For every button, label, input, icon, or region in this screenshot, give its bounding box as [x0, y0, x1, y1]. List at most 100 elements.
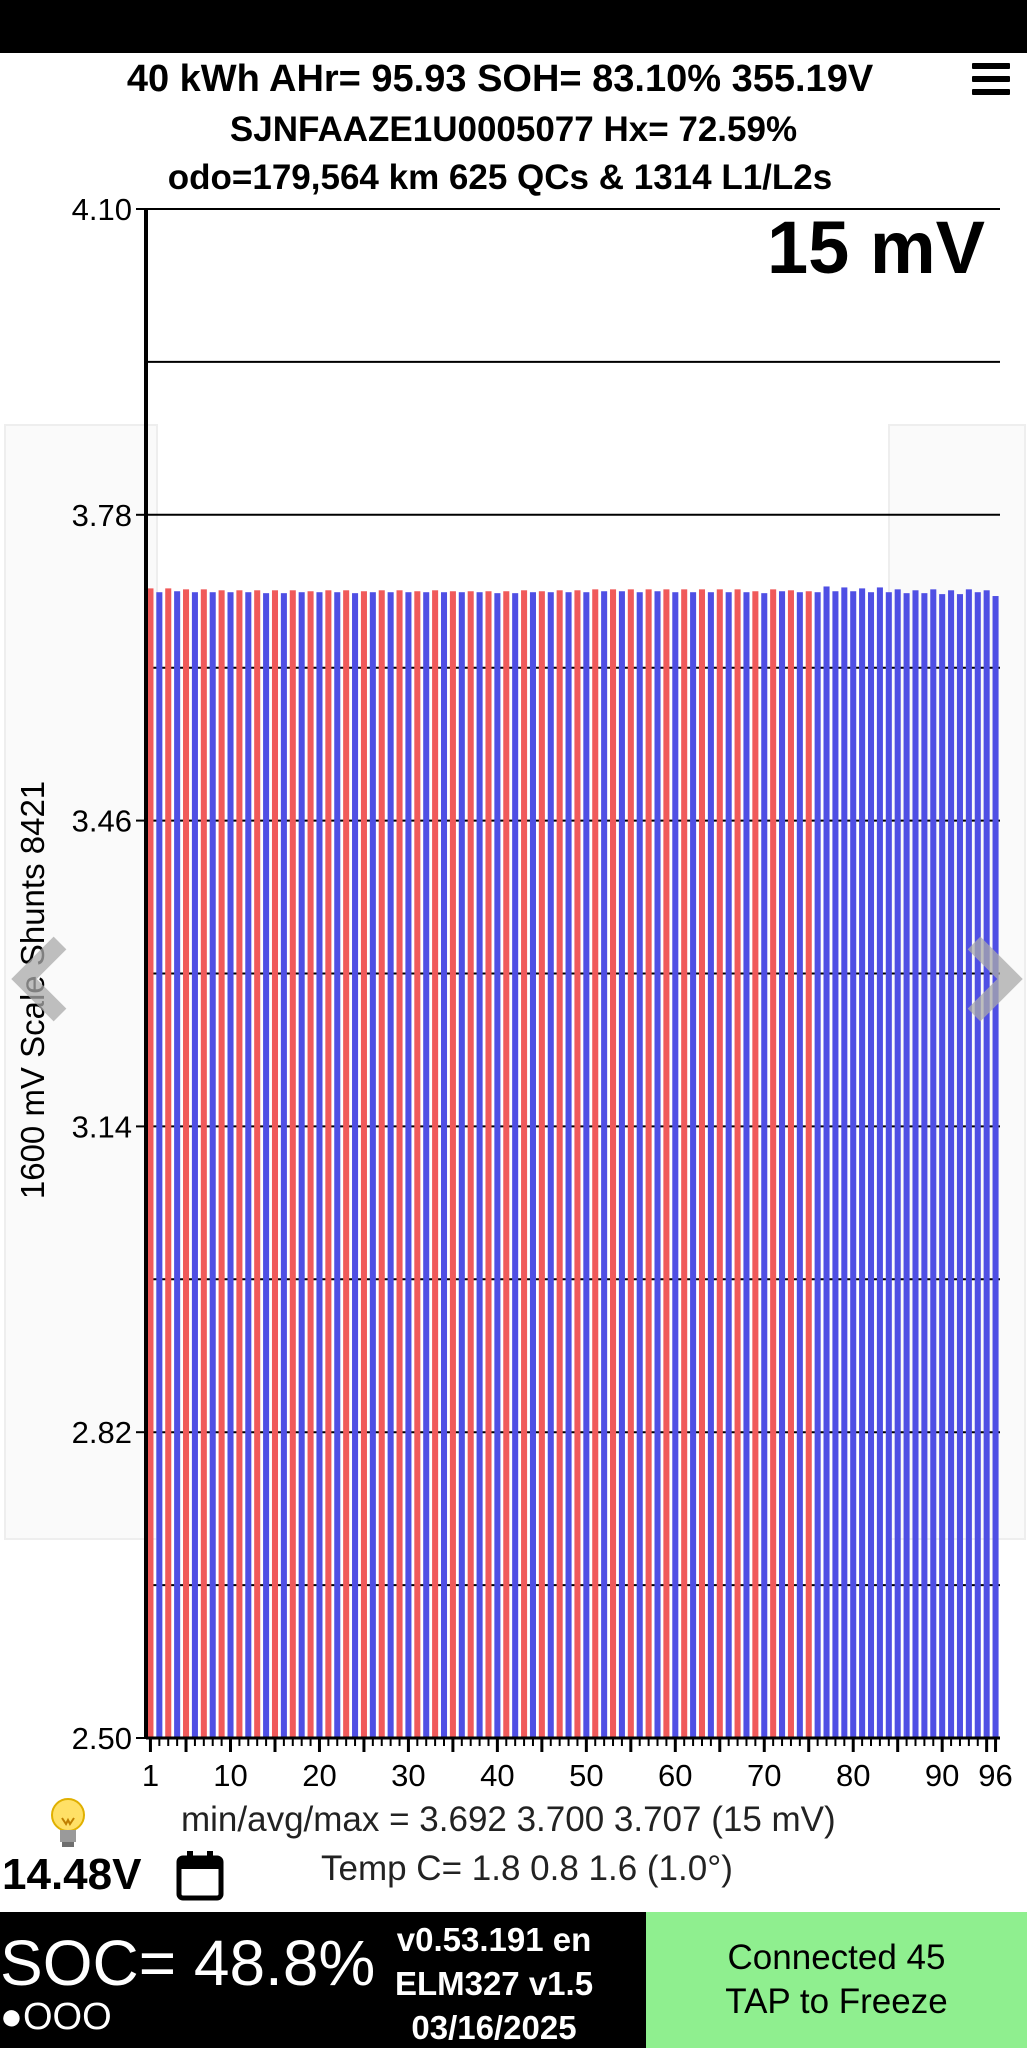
- cell-bar[interactable]: [592, 589, 599, 1738]
- cell-bar[interactable]: [636, 592, 643, 1738]
- cell-bar[interactable]: [796, 592, 803, 1738]
- cell-bar[interactable]: [263, 593, 270, 1738]
- page-dots[interactable]: ●OOO: [0, 1996, 112, 2038]
- cell-bar[interactable]: [334, 592, 341, 1738]
- bulb-icon[interactable]: [46, 1796, 90, 1852]
- cell-bar[interactable]: [672, 592, 679, 1738]
- cell-bar[interactable]: [921, 593, 928, 1738]
- cell-bar[interactable]: [147, 588, 154, 1738]
- cell-bar[interactable]: [440, 592, 448, 1738]
- cell-bar[interactable]: [156, 592, 163, 1738]
- cell-bar[interactable]: [974, 592, 981, 1738]
- cell-bar[interactable]: [752, 591, 759, 1738]
- cell-bar[interactable]: [823, 586, 830, 1738]
- cell-bar[interactable]: [183, 589, 190, 1738]
- cell-bar[interactable]: [503, 591, 510, 1738]
- cell-bar[interactable]: [565, 592, 572, 1738]
- cell-bar[interactable]: [948, 590, 955, 1738]
- cell-bar[interactable]: [654, 591, 661, 1738]
- cell-bar[interactable]: [743, 592, 750, 1738]
- cell-bar[interactable]: [885, 592, 892, 1738]
- cell-bar[interactable]: [414, 591, 421, 1738]
- cell-bar[interactable]: [574, 590, 581, 1738]
- cell-bar[interactable]: [458, 592, 465, 1738]
- cell-bar[interactable]: [707, 592, 714, 1738]
- cell-bar[interactable]: [174, 591, 181, 1738]
- cell-bar[interactable]: [698, 589, 706, 1738]
- cell-bar[interactable]: [761, 593, 768, 1738]
- cell-bar[interactable]: [316, 592, 323, 1738]
- cell-bar[interactable]: [779, 591, 786, 1738]
- cell-bar[interactable]: [289, 590, 296, 1738]
- connect-freeze-button[interactable]: Connected 45 TAP to Freeze: [646, 1912, 1027, 2048]
- cell-bar[interactable]: [449, 591, 456, 1738]
- cell-bar[interactable]: [432, 590, 439, 1738]
- cell-bar[interactable]: [227, 592, 234, 1738]
- cell-bar[interactable]: [538, 591, 545, 1738]
- cell-bar[interactable]: [165, 588, 172, 1738]
- cell-bar[interactable]: [992, 596, 999, 1738]
- cell-bar[interactable]: [209, 592, 216, 1738]
- cell-bar[interactable]: [610, 589, 617, 1738]
- cell-bar[interactable]: [627, 589, 634, 1738]
- cell-bar[interactable]: [191, 592, 198, 1738]
- cell-bar[interactable]: [485, 591, 492, 1738]
- cell-bar[interactable]: [245, 592, 252, 1738]
- cell-bar[interactable]: [618, 591, 625, 1738]
- cell-bar[interactable]: [369, 592, 376, 1738]
- cell-bar[interactable]: [521, 590, 528, 1738]
- cell-bar[interactable]: [805, 591, 812, 1738]
- cell-bar[interactable]: [645, 589, 652, 1738]
- cell-bar[interactable]: [876, 587, 883, 1739]
- cell-bar[interactable]: [841, 587, 848, 1739]
- cell-bar[interactable]: [298, 592, 305, 1738]
- calendar-icon[interactable]: [176, 1850, 224, 1902]
- cell-bar[interactable]: [867, 592, 875, 1738]
- cell-bar[interactable]: [983, 590, 990, 1738]
- cell-bar[interactable]: [965, 589, 972, 1738]
- cell-bar[interactable]: [601, 591, 608, 1738]
- cell-bar[interactable]: [832, 591, 839, 1738]
- cell-bar[interactable]: [307, 591, 314, 1738]
- cell-bar[interactable]: [903, 593, 910, 1738]
- cell-bar[interactable]: [734, 589, 741, 1738]
- cell-bar[interactable]: [218, 590, 225, 1738]
- cell-bar[interactable]: [271, 590, 279, 1738]
- cell-bar[interactable]: [387, 592, 394, 1738]
- cell-bar[interactable]: [547, 592, 554, 1738]
- cell-bar[interactable]: [405, 592, 412, 1738]
- cell-bar[interactable]: [200, 589, 207, 1738]
- cell-bar[interactable]: [423, 592, 430, 1738]
- cell-bar[interactable]: [894, 589, 901, 1738]
- cell-bar[interactable]: [556, 590, 563, 1738]
- cell-bar[interactable]: [850, 591, 857, 1738]
- cell-bar[interactable]: [529, 592, 536, 1738]
- cell-bar[interactable]: [343, 590, 350, 1738]
- cell-bar[interactable]: [280, 593, 287, 1738]
- cell-bar[interactable]: [725, 592, 732, 1738]
- cell-bar[interactable]: [494, 593, 501, 1738]
- cell-bar[interactable]: [939, 594, 946, 1738]
- cell-bar[interactable]: [681, 589, 688, 1738]
- cell-bar[interactable]: [236, 590, 243, 1738]
- chevron-left-icon[interactable]: [10, 935, 74, 1023]
- cell-bar[interactable]: [583, 592, 590, 1738]
- cell-bar[interactable]: [352, 593, 359, 1738]
- cell-bar[interactable]: [770, 589, 777, 1738]
- cell-bar[interactable]: [512, 593, 519, 1738]
- cell-bar[interactable]: [396, 590, 403, 1738]
- cell-bar[interactable]: [360, 591, 367, 1738]
- cell-bar[interactable]: [859, 588, 866, 1738]
- cell-bar[interactable]: [467, 591, 474, 1738]
- cell-bar[interactable]: [254, 590, 261, 1738]
- menu-icon[interactable]: [972, 63, 1010, 102]
- cell-bar[interactable]: [663, 589, 670, 1738]
- cell-bar[interactable]: [325, 590, 332, 1738]
- cell-bar[interactable]: [956, 594, 963, 1738]
- cell-bar[interactable]: [476, 592, 483, 1738]
- cell-voltage-chart[interactable]: 4.10 3.78 3.46 3.14 2.82 2.50 1 10 20 30 40 50 60 70 8…: [0, 190, 1027, 1800]
- cell-bar[interactable]: [787, 590, 794, 1738]
- cell-bar[interactable]: [912, 590, 919, 1738]
- cell-bar[interactable]: [716, 589, 723, 1738]
- cell-bar[interactable]: [814, 592, 821, 1738]
